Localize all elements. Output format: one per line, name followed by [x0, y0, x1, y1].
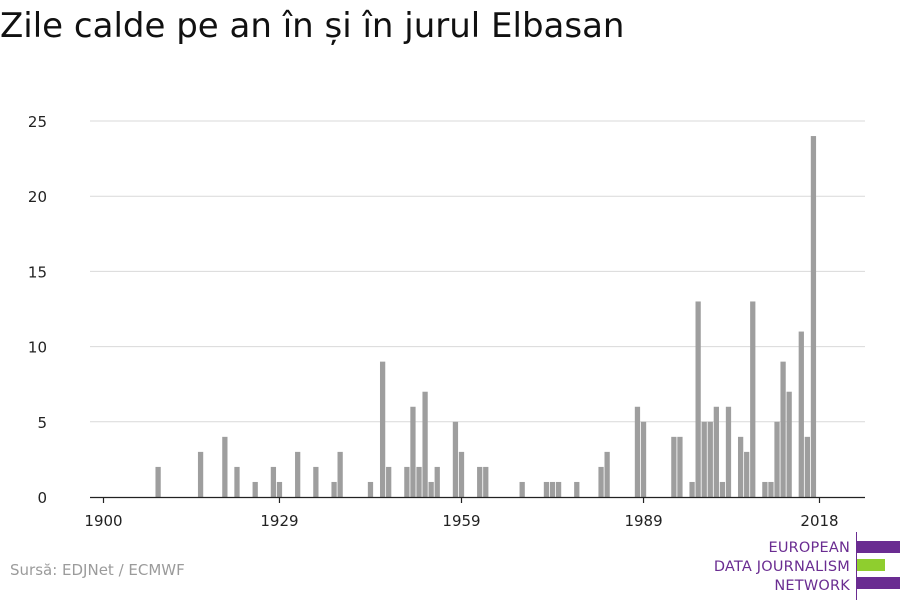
- bar: [701, 421, 707, 497]
- bar: [483, 466, 489, 497]
- logo-bar-bottom: [857, 577, 900, 589]
- bar: [750, 301, 756, 497]
- bar: [689, 481, 695, 497]
- bar: [780, 361, 786, 497]
- bar: [543, 481, 550, 497]
- chart-title: Zile calde pe an în și în jurul Elbasan: [0, 6, 625, 46]
- y-tick-label: 20: [28, 188, 47, 206]
- bar: [410, 406, 416, 497]
- bar: [155, 466, 161, 497]
- bar: [725, 406, 732, 497]
- bar: [574, 481, 580, 497]
- x-tick-label: 1959: [442, 512, 480, 530]
- bar: [295, 451, 301, 497]
- bar: [598, 466, 604, 497]
- y-tick-label: 10: [28, 339, 47, 357]
- bar: [695, 301, 701, 497]
- bar: [768, 481, 774, 497]
- bar: [713, 406, 719, 497]
- bar: [270, 466, 277, 497]
- bar: [549, 481, 556, 497]
- x-tick-label: 1989: [624, 512, 662, 530]
- logo-divider: [856, 532, 857, 600]
- bar: [222, 436, 228, 497]
- bar: [331, 481, 337, 497]
- bar: [671, 436, 677, 497]
- bar: [519, 481, 525, 497]
- bar: [416, 466, 422, 497]
- bar: [786, 391, 792, 497]
- bar: [477, 466, 483, 497]
- edjnet-logo: EUROPEAN DATA JOURNALISM NETWORK: [700, 532, 900, 600]
- bar: [367, 481, 374, 497]
- bar: [404, 466, 410, 497]
- bar: [677, 436, 683, 497]
- bar: [458, 451, 465, 497]
- bar: [798, 331, 804, 497]
- bar: [313, 466, 319, 497]
- bar: [719, 481, 726, 497]
- x-tick-label: 2018: [800, 512, 838, 530]
- bar: [386, 466, 392, 497]
- bar: [337, 451, 343, 497]
- bar: [707, 421, 713, 497]
- bar: [737, 436, 744, 497]
- bar: [422, 391, 428, 497]
- bars: [155, 136, 817, 498]
- bar: [810, 136, 817, 498]
- bar: [197, 451, 204, 497]
- x-axis-ticks: 1900 1929 1959 1989 2018: [84, 497, 839, 530]
- bar: [774, 421, 780, 497]
- logo-line-3: NETWORK: [774, 578, 850, 594]
- y-axis-ticks: 0 5 10 15 20 25: [28, 113, 47, 507]
- logo-bar-middle: [857, 559, 885, 571]
- bar: [762, 481, 768, 497]
- bar: [634, 406, 641, 497]
- bar: [744, 451, 750, 497]
- bar: [276, 481, 283, 497]
- logo-bar-top: [857, 541, 900, 553]
- x-tick-label: 1929: [260, 512, 298, 530]
- bar: [604, 451, 610, 497]
- logo-line-1: EUROPEAN: [768, 540, 850, 556]
- bar: [452, 421, 459, 497]
- y-tick-label: 15: [28, 263, 47, 281]
- y-tick-label: 0: [37, 489, 47, 507]
- bar: [434, 466, 440, 497]
- bar: [555, 481, 562, 497]
- bar: [379, 361, 386, 497]
- bar: [428, 481, 434, 497]
- bar: [252, 481, 258, 497]
- bar: [234, 466, 240, 497]
- gridlines: [90, 120, 865, 423]
- bar: [640, 421, 647, 497]
- y-tick-label: 5: [37, 414, 47, 432]
- source-note: Sursă: EDJNet / ECMWF: [10, 561, 185, 579]
- bar: [804, 436, 810, 497]
- logo-line-2: DATA JOURNALISM: [713, 559, 850, 575]
- y-tick-label: 25: [28, 113, 47, 131]
- x-tick-label: 1900: [84, 512, 122, 530]
